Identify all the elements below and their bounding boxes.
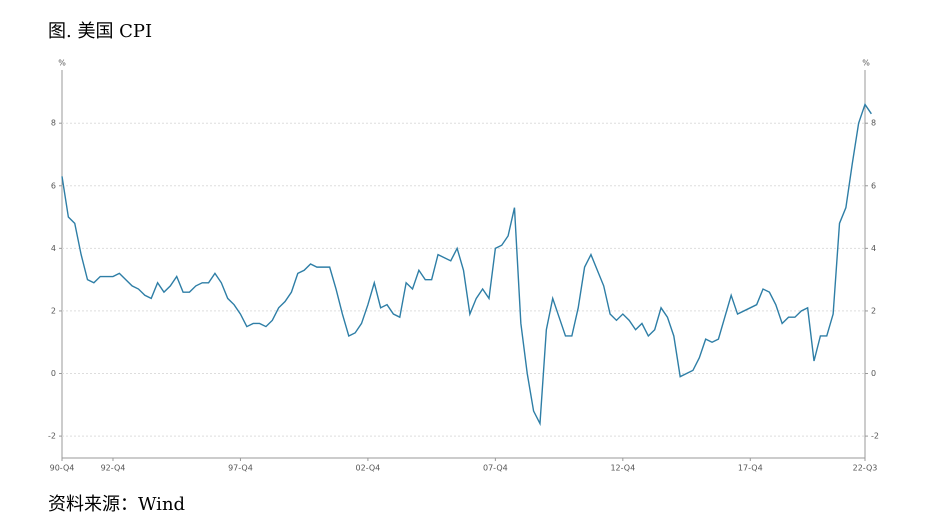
y2-tick-label: 8 [871,119,876,128]
x-tick-label: 12-Q4 [610,464,635,473]
y-unit: % [58,59,66,68]
chart-title: 图. 美国 CPI [48,21,152,42]
y-tick-label: 0 [51,369,56,378]
y2-unit: % [862,59,870,68]
y-tick-label: 4 [51,244,56,253]
source-note: 资料来源：Wind [48,494,185,515]
x-tick-label: 07-Q4 [483,464,508,473]
y-tick-label: 8 [51,119,56,128]
y2-tick-label: 2 [871,306,876,315]
x-tick-label: 92-Q4 [101,464,126,473]
cpi-line [61,102,872,427]
y2-tick-label: -2 [871,432,879,441]
y2-tick-label: 0 [871,369,876,378]
y2-tick-label: 4 [871,244,876,253]
x-tick-label: 22-Q3 [853,464,878,473]
x-tick-label: 02-Q4 [356,464,381,473]
y-tick-label: 2 [51,306,56,315]
y2-tick-label: 6 [871,181,876,190]
y-tick-label: 6 [51,181,56,190]
y-tick-label: -2 [48,432,56,441]
x-tick-label: 90-Q4 [50,464,75,473]
x-tick-label: 17-Q4 [738,464,763,473]
x-tick-label: 97-Q4 [228,464,253,473]
